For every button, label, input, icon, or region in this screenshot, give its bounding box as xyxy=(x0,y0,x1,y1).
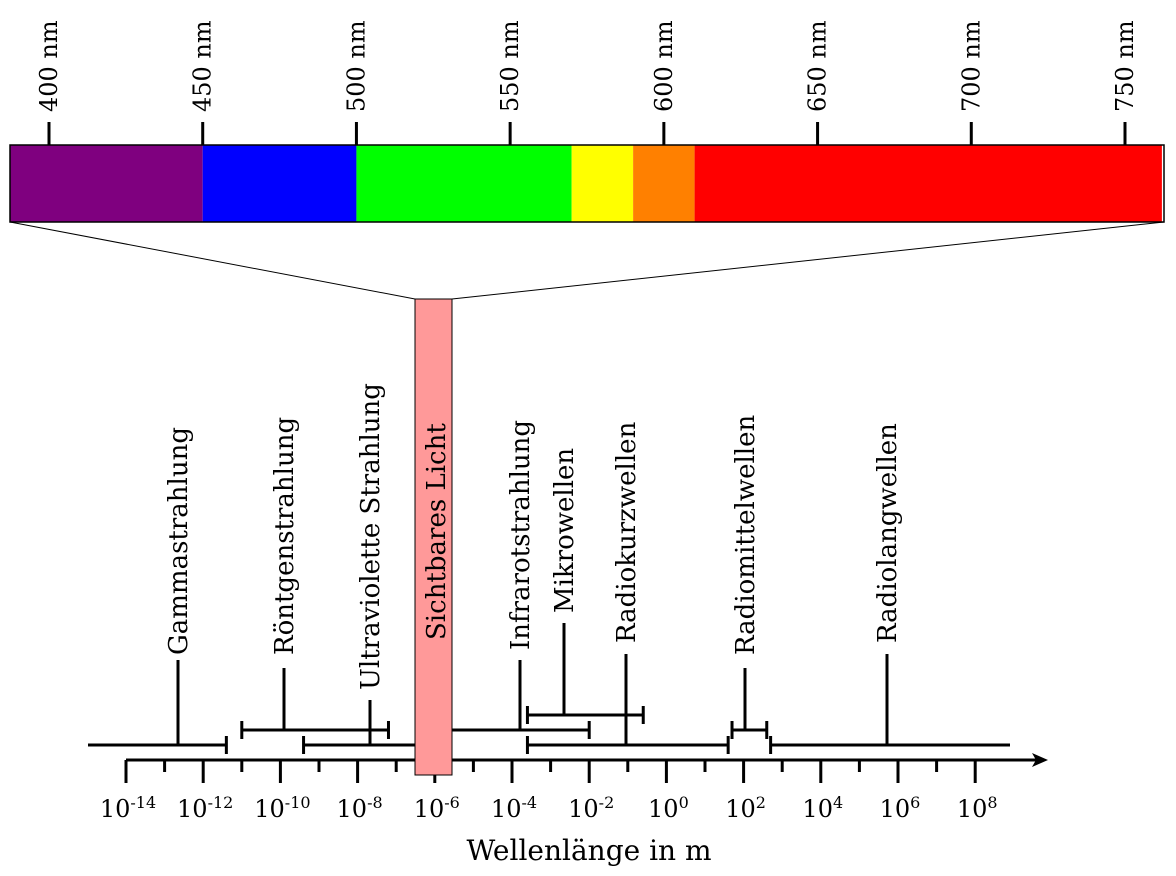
axis-title: Wellenlänge in m xyxy=(466,834,711,867)
axis-tick-label: 10-10 xyxy=(254,793,310,823)
radiation-range: Radiokurzwellen xyxy=(525,421,730,754)
axis-tick-label: 104 xyxy=(802,793,843,823)
radiation-range: Ultraviolette Strahlung xyxy=(302,383,421,754)
band-yellow xyxy=(571,145,634,222)
axis-arrowhead xyxy=(1032,753,1048,767)
band-violet xyxy=(10,145,203,222)
radiation-range: Radiolangwellen xyxy=(769,423,1010,754)
axis-tick-label: 10-12 xyxy=(177,793,233,823)
band-orange xyxy=(633,145,695,222)
radiation-label: Mikrowellen xyxy=(550,448,580,613)
nm-tick-label: 700 nm xyxy=(957,20,985,112)
nm-scale: 400 nm 450 nm 500 nm 550 nm 600 nm 650 nm 700 … xyxy=(35,20,1139,145)
radiation-label: Infrarotstrahlung xyxy=(506,420,536,650)
nm-tick-label: 750 nm xyxy=(1111,20,1139,112)
radiation-label: Radiomittelwellen xyxy=(731,414,761,655)
nm-tick-label: 600 nm xyxy=(650,20,678,112)
zoom-line-left xyxy=(9,221,416,300)
nm-tick-label: 650 nm xyxy=(804,20,832,112)
radiation-label: Radiolangwellen xyxy=(873,423,903,643)
radiation-label: Röntgenstrahlung xyxy=(270,417,300,655)
nm-tick-label: 550 nm xyxy=(496,20,524,112)
visible-spectrum-bar xyxy=(10,145,1162,222)
axis-tick-label: 100 xyxy=(648,793,689,823)
axis-tick-label: 106 xyxy=(880,793,921,823)
band-blue xyxy=(202,145,357,222)
radiation-range: Röntgenstrahlung xyxy=(240,417,390,739)
radiation-ranges: Gammastrahlung Röntgenstrahlung Ultraviole… xyxy=(88,383,1010,754)
radiation-label: Ultraviolette Strahlung xyxy=(356,383,386,690)
visible-light-label: Sichtbares Licht xyxy=(422,423,452,640)
nm-tick-label: 400 nm xyxy=(35,20,63,112)
radiation-label: Radiokurzwellen xyxy=(612,421,642,643)
band-green xyxy=(356,145,572,222)
radiation-label: Gammastrahlung xyxy=(164,427,194,655)
radiation-range: Gammastrahlung xyxy=(88,427,228,754)
nm-tick-label: 500 nm xyxy=(342,20,370,112)
nm-tick-label: 450 nm xyxy=(189,20,217,112)
zoom-line-right xyxy=(451,221,1165,300)
axis-tick-label: 10-4 xyxy=(491,793,537,823)
wavelength-axis: 10-14 10-12 10-10 10-8 10-6 10-4 10-2 100 102 104… xyxy=(100,753,1048,823)
axis-tick-label: 108 xyxy=(957,793,998,823)
axis-tick-label: 10-2 xyxy=(568,793,614,823)
axis-tick-label: 10-6 xyxy=(414,793,460,823)
band-red xyxy=(694,145,1162,222)
radiation-range: Mikrowellen xyxy=(525,448,645,724)
visible-light-band xyxy=(414,298,453,776)
radiation-range: Radiomittelwellen xyxy=(730,414,769,739)
axis-tick-label: 10-8 xyxy=(337,793,383,823)
axis-tick-label: 102 xyxy=(725,793,766,823)
visible-spectrum-bar-frame xyxy=(9,144,1165,223)
axis-tick-label: 10-14 xyxy=(100,793,156,823)
